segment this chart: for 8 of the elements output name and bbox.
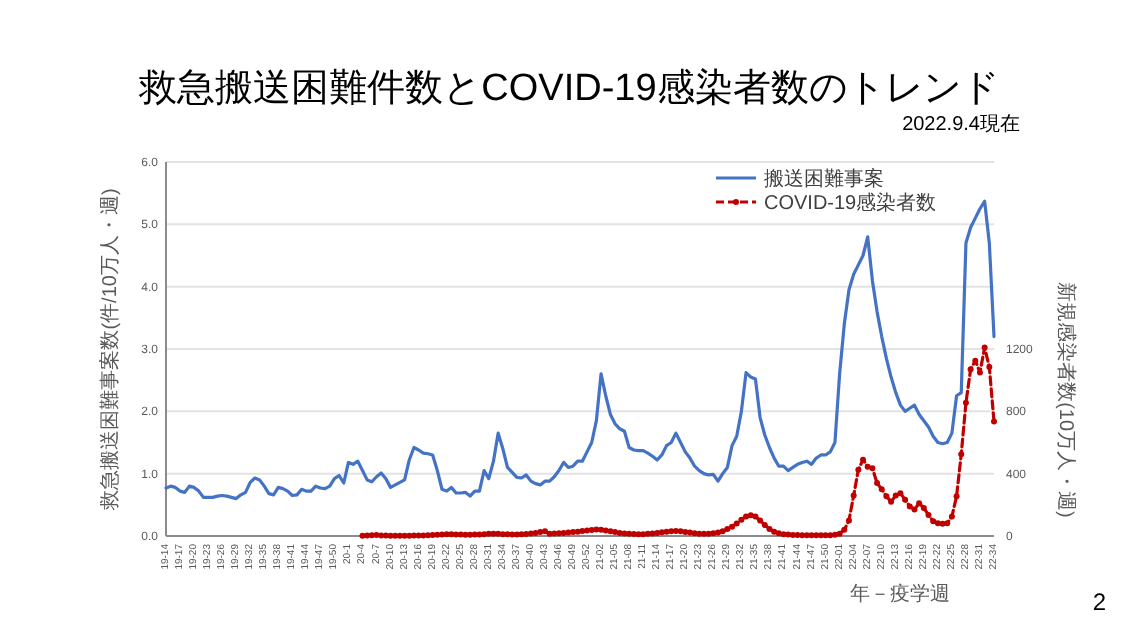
text: 2 <box>1092 588 1107 616</box>
legend-label: COVID-19感染者数 <box>764 191 937 215</box>
y2-axis-title: 新規感染者数(10万人・週) <box>1054 282 1078 518</box>
chart-title: 救急搬送困難件数とCOVID-19感染者数のトレンド <box>137 66 999 110</box>
y-axis-title: 救急搬送困難事案数(件/10万人・週) <box>98 188 122 512</box>
x-axis-title: 年－疫学週 <box>850 582 950 606</box>
legend-label: 搬送困難事案 <box>764 167 884 191</box>
chart-subtitle: 2022.9.4現在 <box>902 112 1020 136</box>
